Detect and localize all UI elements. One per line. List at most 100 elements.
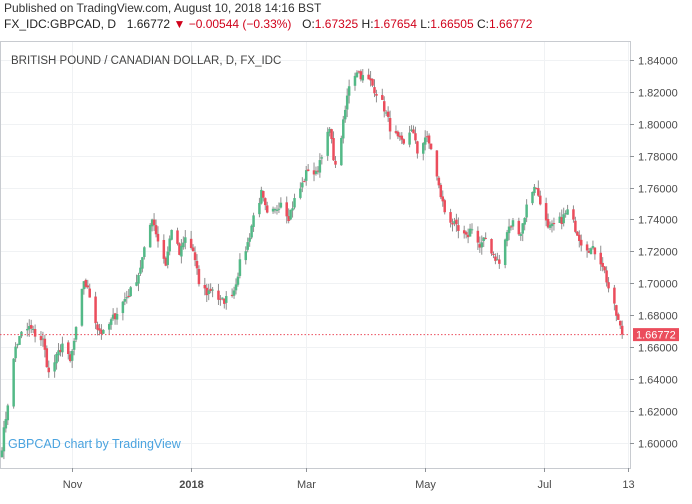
candle-up[interactable] [70,350,74,361]
candle-down[interactable] [191,247,195,252]
candle-down[interactable] [593,247,597,255]
candle-down[interactable] [306,169,310,171]
candle-up[interactable] [275,209,279,211]
candle-up[interactable] [361,75,365,81]
price-axis[interactable]: 1.60000 1.62000 1.64000 1.66000 1.68000 1.700… [630,56,678,451]
candle-up[interactable] [277,208,281,210]
candle-down[interactable] [437,177,441,186]
candle-up[interactable] [260,189,263,204]
candle-down[interactable] [425,136,429,138]
candle-up[interactable] [496,259,499,261]
candle-down[interactable] [576,231,579,236]
candle-up[interactable] [347,86,351,96]
candle-down[interactable] [603,266,606,271]
candle-down[interactable] [100,329,103,335]
candle-up[interactable] [301,182,304,188]
candle-down[interactable] [193,252,197,261]
candle-up[interactable] [74,327,78,340]
candle-up[interactable] [26,328,29,331]
candle-up[interactable] [410,129,413,132]
candle-up[interactable] [328,128,331,133]
candle-up[interactable] [53,362,56,372]
candle-down[interactable] [427,135,431,144]
candle-up[interactable] [129,287,132,297]
candle-up[interactable] [422,143,425,154]
candle-down[interactable] [546,219,550,228]
candle-up[interactable] [273,208,277,210]
candle-up[interactable] [589,248,593,255]
candle-up[interactable] [248,237,251,242]
candle-up[interactable] [291,208,294,211]
symbol-label[interactable]: FX_IDC:GBPCAD, D [4,17,117,31]
candle-down[interactable] [312,170,316,175]
candle-up[interactable] [343,109,347,120]
candle-down[interactable] [386,111,390,117]
candle-down[interactable] [195,260,199,269]
candle-down[interactable] [455,219,458,225]
candle-down[interactable] [67,342,70,355]
candle-up[interactable] [2,427,6,452]
candle-up[interactable] [0,450,4,458]
candle-up[interactable] [558,216,562,223]
candle-down[interactable] [264,198,267,206]
candle-up[interactable] [505,232,509,242]
candle-down[interactable] [88,288,91,298]
candle-up[interactable] [482,237,485,242]
candle-up[interactable] [521,223,524,234]
candle-up[interactable] [519,234,523,236]
candle-down[interactable] [587,250,591,253]
candle-down[interactable] [443,200,446,213]
candle-up[interactable] [57,350,60,356]
candle-down[interactable] [466,234,470,238]
candle-up[interactable] [211,289,214,291]
candle-up[interactable] [55,354,58,364]
candle-up[interactable] [591,245,595,248]
candle-down[interactable] [287,216,290,222]
candle-down[interactable] [84,279,88,287]
candle-up[interactable] [107,324,111,330]
candle-down[interactable] [367,74,370,80]
candle-up[interactable] [207,290,210,295]
candle-down[interactable] [265,205,269,213]
candle-up[interactable] [166,251,169,265]
candle-down[interactable] [98,328,101,331]
candle-down[interactable] [156,233,160,242]
candle-down[interactable] [371,78,374,86]
candle-down[interactable] [43,338,47,350]
candle-down[interactable] [59,349,62,353]
candle-down[interactable] [539,195,542,205]
candle-down[interactable] [396,131,400,137]
candle-down[interactable] [617,314,620,320]
candle-up[interactable] [18,336,21,345]
candle-down[interactable] [39,336,43,341]
candle-up[interactable] [14,346,17,359]
candle-down[interactable] [29,325,33,329]
candle-down[interactable] [394,131,398,133]
candle-up[interactable] [531,191,534,204]
candle-down[interactable] [498,259,501,264]
candle-up[interactable] [533,186,536,194]
candle-down[interactable] [416,141,419,154]
candle-down[interactable] [509,226,513,228]
candle-down[interactable] [219,298,222,300]
candle-up[interactable] [135,282,138,286]
candle-down[interactable] [203,284,207,289]
candle-down[interactable] [96,324,99,330]
candle-down[interactable] [517,220,521,235]
candle-up[interactable] [279,202,283,208]
candle-up[interactable] [80,288,84,326]
candle-down[interactable] [435,150,439,177]
candle-up[interactable] [141,257,144,269]
candle-down[interactable] [33,329,37,337]
candle-up[interactable] [470,229,474,231]
candle-down[interactable] [574,220,577,232]
candle-up[interactable] [232,290,236,296]
candle-down[interactable] [449,212,452,223]
candle-down[interactable] [113,313,117,320]
candle-up[interactable] [408,132,411,145]
candle-down[interactable] [152,219,156,226]
candle-down[interactable] [478,244,482,248]
candle-down[interactable] [262,191,265,198]
candle-up[interactable] [180,245,183,257]
candle-down[interactable] [359,71,363,80]
